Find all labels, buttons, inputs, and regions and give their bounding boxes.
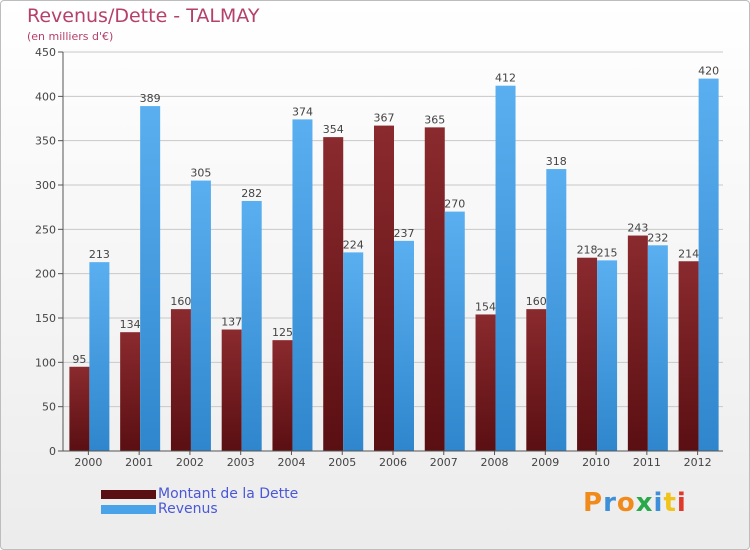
data-label: 270 [444, 198, 465, 211]
x-tick-label: 2009 [531, 456, 559, 469]
data-label: 389 [140, 92, 161, 105]
x-tick-label: 2005 [328, 456, 356, 469]
bar-dette [627, 235, 648, 451]
bar-revenus [292, 119, 313, 452]
bar-revenus [698, 78, 719, 451]
logo-letter: r [603, 488, 617, 518]
data-label: 237 [394, 227, 415, 240]
bar-dette [526, 309, 547, 451]
bar-dette [221, 329, 242, 451]
proxiti-logo: Proxiti [583, 488, 687, 518]
bar-dette [69, 366, 90, 451]
bar-revenus [597, 260, 618, 451]
y-tick-label: 200 [35, 268, 56, 281]
data-label: 365 [424, 113, 445, 126]
bar-revenus [140, 106, 161, 451]
data-label: 95 [72, 353, 86, 366]
bar-revenus [89, 262, 110, 451]
bar-dette [170, 309, 191, 451]
bar-revenus [444, 211, 465, 451]
bar-dette [120, 332, 141, 451]
data-label: 125 [272, 326, 293, 339]
legend-item-dette: Montant de la Dette [101, 486, 298, 502]
data-label: 218 [577, 244, 598, 257]
data-label: 354 [323, 123, 344, 136]
data-label: 154 [475, 300, 496, 313]
bar-dette [374, 125, 394, 452]
data-label: 160 [170, 295, 191, 308]
logo-letter: i [653, 488, 664, 518]
bar-revenus [647, 245, 668, 451]
data-label: 367 [374, 112, 395, 125]
data-label: 232 [647, 231, 668, 244]
x-tick-label: 2003 [227, 456, 255, 469]
data-label: 224 [343, 238, 364, 251]
y-tick-label: 300 [35, 179, 56, 192]
chart-title: Revenus/Dette - TALMAY [27, 5, 260, 27]
data-label: 160 [526, 295, 547, 308]
data-label: 243 [627, 222, 648, 235]
logo-letter: P [583, 488, 604, 518]
x-tick-label: 2000 [74, 456, 102, 469]
bar-revenus [546, 169, 567, 452]
y-tick-label: 450 [35, 46, 56, 59]
bar-revenus [343, 252, 364, 451]
legend-label-revenus: Revenus [158, 501, 218, 517]
y-tick-label: 100 [35, 356, 56, 369]
bar-dette [577, 257, 598, 451]
data-label: 412 [495, 72, 516, 85]
y-tick-label: 350 [35, 135, 56, 148]
x-tick-label: 2010 [582, 456, 610, 469]
bar-revenus [495, 85, 516, 452]
legend-swatch-dette [101, 489, 156, 499]
logo-letter: x [635, 488, 654, 518]
legend-label-dette: Montant de la Dette [158, 486, 299, 502]
bar-dette [272, 340, 293, 451]
x-tick-label: 2012 [684, 456, 712, 469]
x-tick-label: 2006 [379, 456, 407, 469]
y-tick-label: 0 [49, 445, 56, 458]
bar-dette [678, 261, 699, 451]
legend-swatch-revenus [101, 504, 156, 514]
legend-item-revenus: Revenus [101, 501, 218, 517]
y-tick-label: 150 [35, 312, 56, 325]
y-tick-label: 250 [35, 223, 56, 236]
x-tick-label: 2011 [633, 456, 661, 469]
x-tick-label: 2008 [481, 456, 509, 469]
data-label: 420 [698, 65, 719, 78]
bar-revenus [394, 240, 414, 451]
x-tick-label: 2002 [176, 456, 204, 469]
y-tick-label: 400 [35, 90, 56, 103]
bar-dette [475, 314, 496, 451]
logo-letter: i [676, 488, 687, 518]
data-label: 134 [120, 318, 141, 331]
chart-subtitle: (en milliers d'€) [27, 30, 114, 43]
bar-revenus [241, 200, 262, 451]
bar-dette [323, 137, 344, 451]
data-label: 213 [89, 248, 110, 261]
data-label: 214 [678, 247, 699, 260]
data-label: 318 [546, 155, 567, 168]
data-label: 374 [292, 105, 313, 118]
logo-letter: t [663, 488, 677, 518]
logo-letter: o [616, 488, 636, 518]
bar-revenus [190, 180, 211, 452]
data-label: 282 [241, 187, 262, 200]
data-label: 215 [597, 246, 618, 259]
bar-dette [424, 127, 445, 451]
data-label: 305 [190, 167, 211, 180]
x-tick-label: 2004 [277, 456, 305, 469]
y-tick-label: 50 [42, 401, 56, 414]
x-tick-label: 2007 [430, 456, 458, 469]
data-label: 137 [221, 316, 242, 329]
x-tick-label: 2001 [125, 456, 153, 469]
